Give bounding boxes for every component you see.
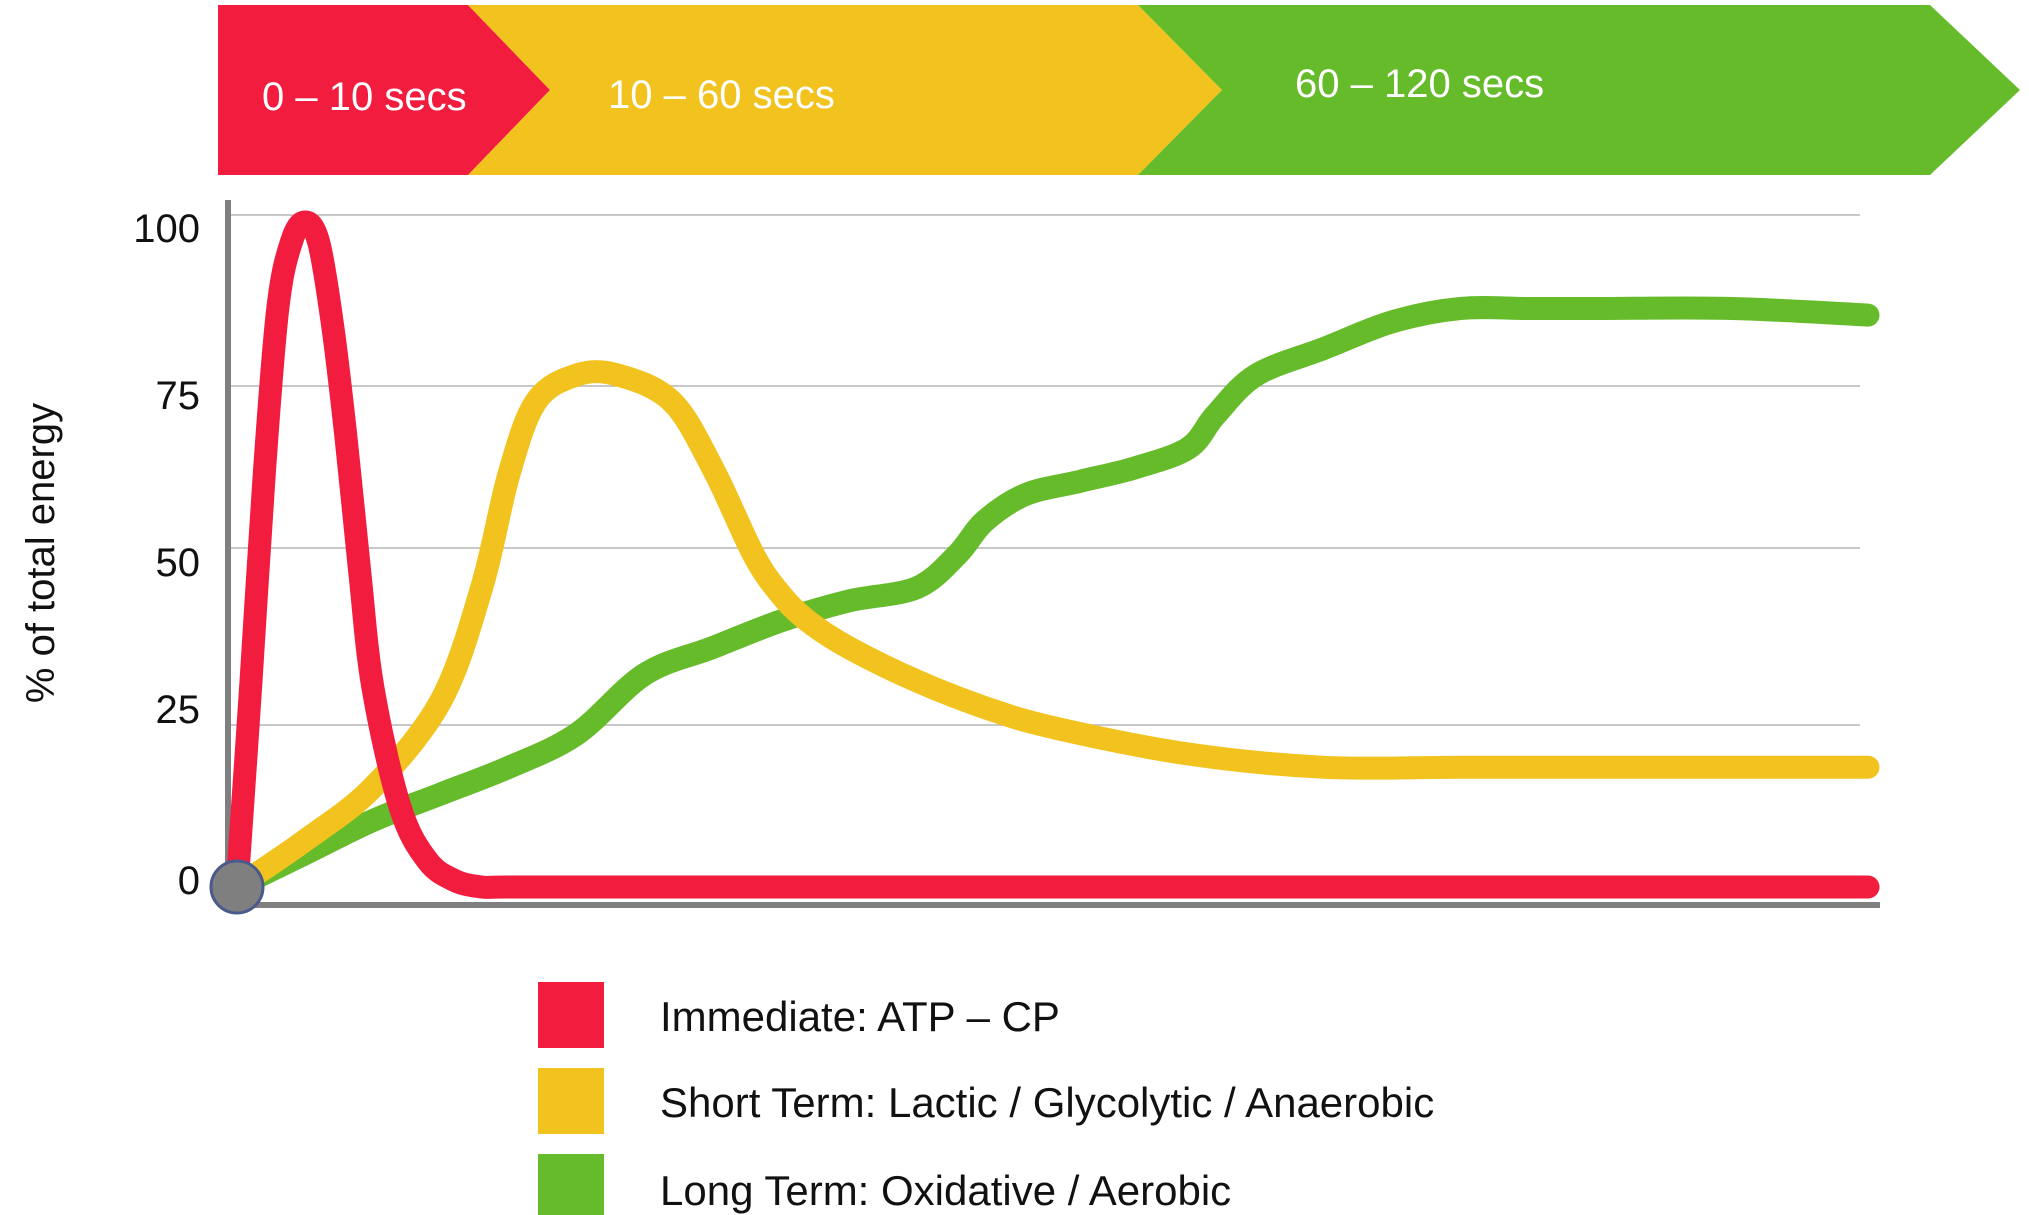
series-lines — [225, 210, 1880, 899]
phase-arrow-short-term — [468, 5, 1222, 175]
legend: Immediate: ATP – CP Short Term: Lactic /… — [538, 982, 1434, 1215]
axes — [225, 200, 1880, 908]
series-line-long-term — [225, 295, 1880, 899]
phase-banner: 0 – 10 secs 10 – 60 secs 60 – 120 secs — [218, 5, 2020, 175]
legend-label-immediate: Immediate: ATP – CP — [660, 993, 1060, 1040]
y-tick-label-0: 0 — [178, 859, 200, 903]
origin-marker — [209, 859, 265, 915]
y-tick-label-100: 100 — [133, 207, 200, 251]
legend-label-short-term: Short Term: Lactic / Glycolytic / Anaero… — [660, 1079, 1434, 1126]
phase-arrow-long-term — [1138, 5, 2020, 175]
series-line-short-term — [225, 360, 1880, 899]
legend-swatch-long-term — [538, 1154, 604, 1215]
legend-swatch-immediate — [538, 982, 604, 1048]
series-line-immediate — [225, 210, 1880, 899]
legend-label-long-term: Long Term: Oxidative / Aerobic — [660, 1167, 1231, 1214]
y-tick-label-25: 25 — [156, 688, 201, 732]
phase-arrow-immediate — [218, 5, 550, 175]
y-tick-label-75: 75 — [156, 374, 201, 418]
phase-label-immediate: 0 – 10 secs — [262, 75, 467, 119]
phase-label-long-term: 60 – 120 secs — [1295, 62, 1544, 106]
phase-label-short-term: 10 – 60 secs — [608, 73, 835, 117]
y-tick-labels: 0 25 50 75 100 — [133, 207, 200, 903]
legend-swatch-short-term — [538, 1068, 604, 1134]
y-axis-title: % of total energy — [19, 403, 63, 703]
y-tick-label-50: 50 — [156, 541, 201, 585]
